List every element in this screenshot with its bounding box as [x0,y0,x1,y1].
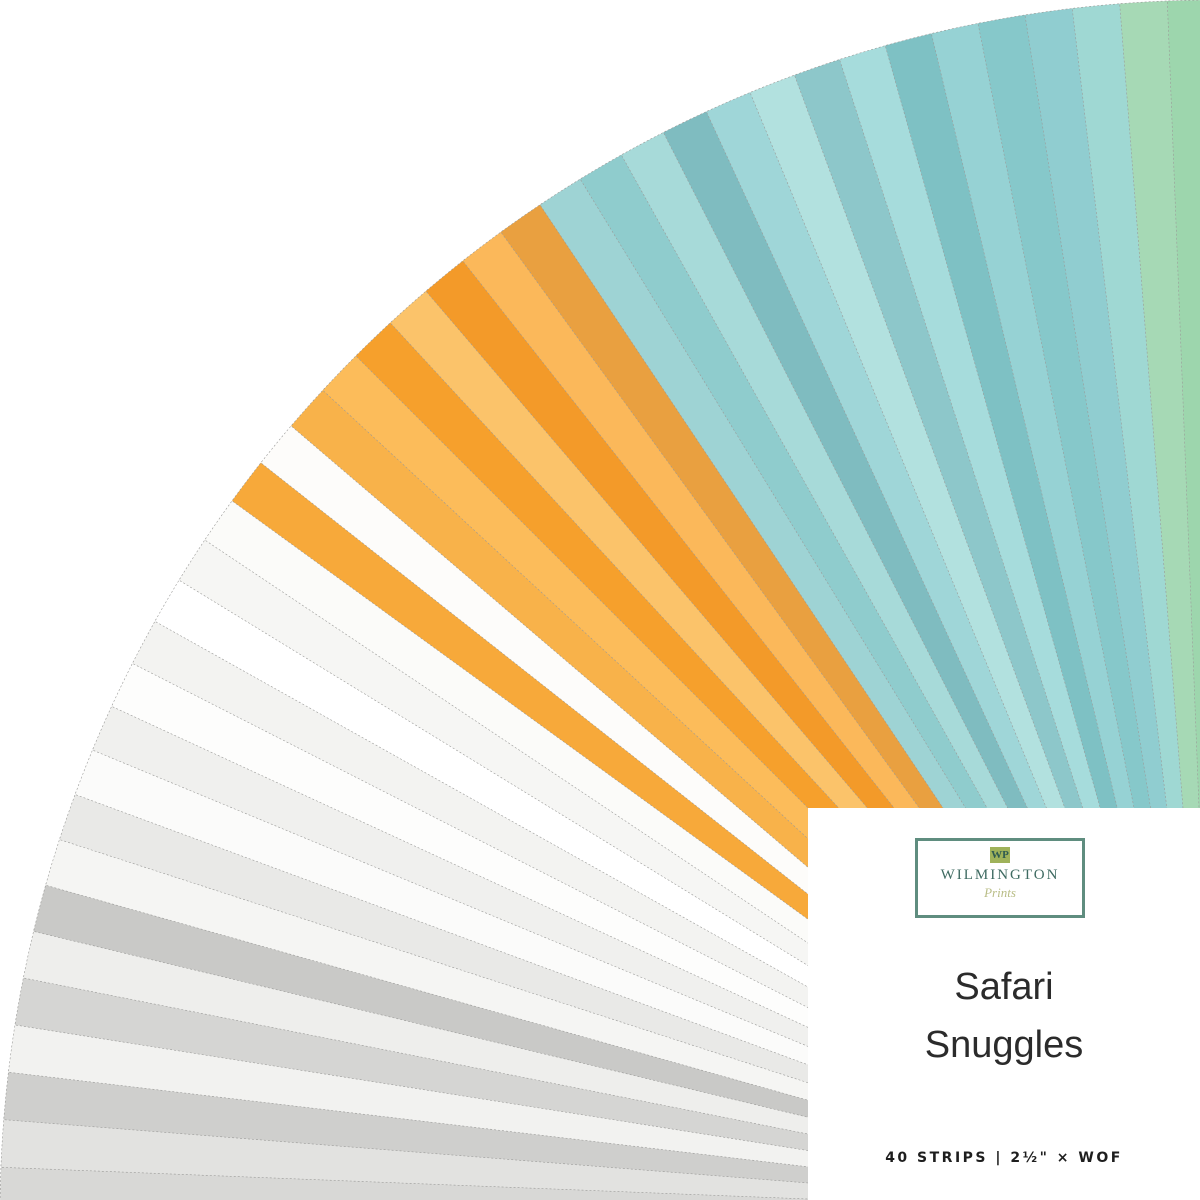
label-panel: WP WILMINGTON Prints Safari Snuggles 40 … [808,808,1200,1200]
fabric-strip [1166,0,1200,841]
product-spec: 40 STRIPS | 2½" × WOF [885,1150,1123,1166]
product-title: Safari Snuggles [808,958,1200,1074]
title-line-2: Snuggles [924,1024,1084,1066]
brand-name: WILMINGTON [940,867,1060,883]
title-line-1: Safari [954,966,1054,1008]
brand-logo: WP WILMINGTON Prints [915,838,1085,918]
brand-sub: Prints [984,885,1016,900]
logo-mark: WP [990,847,1010,863]
